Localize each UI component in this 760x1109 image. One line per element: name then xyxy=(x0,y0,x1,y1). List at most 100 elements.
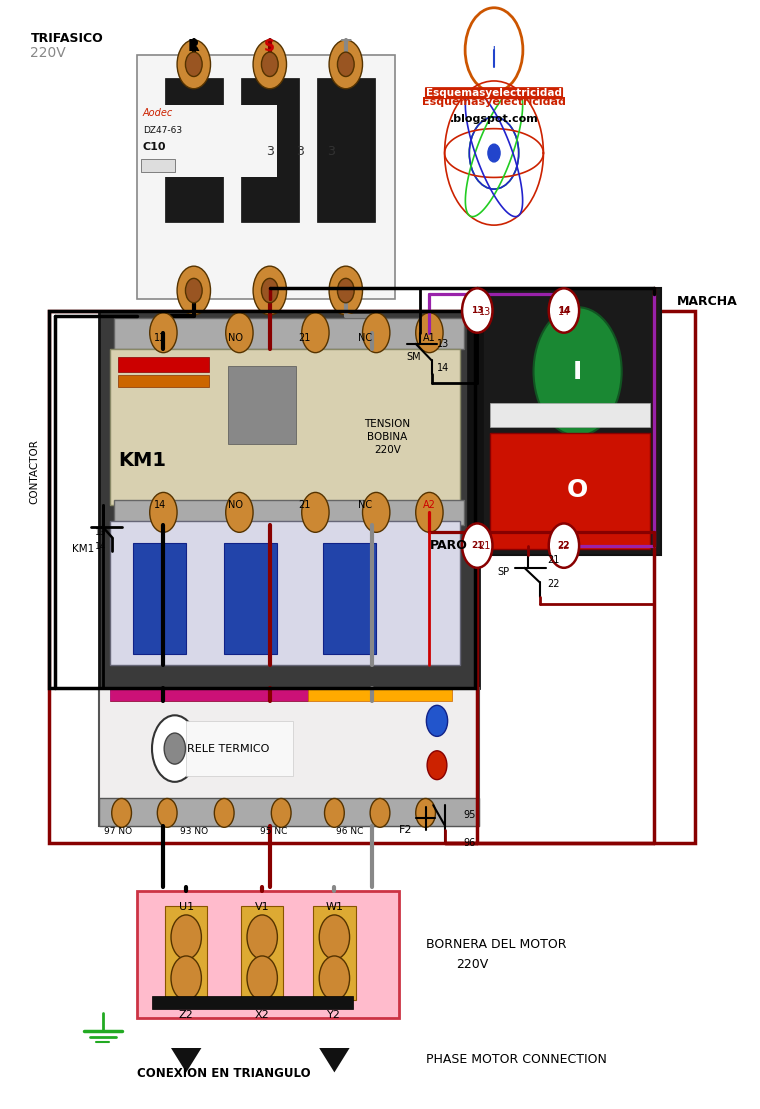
Text: 3: 3 xyxy=(327,145,334,159)
Text: Z2: Z2 xyxy=(179,1009,194,1020)
Text: U1: U1 xyxy=(179,902,194,913)
Text: TENSION: TENSION xyxy=(365,418,410,429)
Text: 21: 21 xyxy=(471,541,483,550)
Bar xyxy=(308,688,452,701)
Text: 21: 21 xyxy=(298,333,310,344)
Circle shape xyxy=(177,266,211,315)
Bar xyxy=(241,906,283,1000)
Bar xyxy=(467,322,483,532)
Text: SM: SM xyxy=(407,352,421,363)
Text: 96 NC: 96 NC xyxy=(336,827,363,836)
Circle shape xyxy=(253,266,287,315)
Bar xyxy=(141,105,277,177)
Text: PARO: PARO xyxy=(429,539,467,552)
Circle shape xyxy=(247,915,277,959)
Text: A2: A2 xyxy=(423,499,435,510)
Text: KM1: KM1 xyxy=(72,543,94,554)
Text: V1: V1 xyxy=(255,902,270,913)
Circle shape xyxy=(319,956,350,1000)
Text: 95: 95 xyxy=(464,810,476,821)
Text: 14: 14 xyxy=(558,306,570,315)
Text: O: O xyxy=(567,478,588,502)
Bar xyxy=(228,366,296,444)
Circle shape xyxy=(261,52,278,77)
Text: 21: 21 xyxy=(298,499,310,510)
Bar xyxy=(313,906,356,1000)
Circle shape xyxy=(370,798,390,827)
Circle shape xyxy=(325,798,344,827)
Text: DZ47-63: DZ47-63 xyxy=(143,126,182,135)
Circle shape xyxy=(534,307,622,436)
Bar xyxy=(49,311,695,843)
Circle shape xyxy=(271,798,291,827)
Text: 220V: 220V xyxy=(374,445,401,456)
Circle shape xyxy=(171,956,201,1000)
Circle shape xyxy=(462,288,492,333)
Polygon shape xyxy=(319,1048,350,1072)
Text: S: S xyxy=(264,39,275,54)
Circle shape xyxy=(302,492,329,532)
Text: .blogspot.com: .blogspot.com xyxy=(450,113,538,124)
Text: 13: 13 xyxy=(479,306,491,317)
Circle shape xyxy=(427,751,447,780)
Text: W1: W1 xyxy=(325,902,344,913)
Text: 14: 14 xyxy=(95,542,106,551)
Text: Esquemasyelectricidad: Esquemasyelectricidad xyxy=(426,88,562,99)
Bar xyxy=(490,433,650,549)
Circle shape xyxy=(549,523,579,568)
Text: SP: SP xyxy=(498,567,510,578)
Bar xyxy=(224,543,277,654)
Circle shape xyxy=(416,798,435,827)
Bar xyxy=(241,78,299,222)
Circle shape xyxy=(416,492,443,532)
Bar xyxy=(133,543,186,654)
Circle shape xyxy=(185,52,202,77)
Circle shape xyxy=(329,40,363,89)
Text: 22: 22 xyxy=(547,579,559,590)
Text: 220V: 220V xyxy=(30,47,66,60)
Polygon shape xyxy=(171,1048,201,1072)
Circle shape xyxy=(226,313,253,353)
Circle shape xyxy=(329,266,363,315)
Text: NC: NC xyxy=(358,499,372,510)
Text: A1: A1 xyxy=(423,333,435,344)
Text: NO: NO xyxy=(228,499,243,510)
Circle shape xyxy=(462,523,492,568)
Text: BOBINA: BOBINA xyxy=(368,431,407,442)
Circle shape xyxy=(112,798,131,827)
Circle shape xyxy=(302,313,329,353)
Text: 3: 3 xyxy=(296,145,304,159)
Bar xyxy=(479,288,661,554)
Text: 14: 14 xyxy=(558,306,570,317)
Text: 3: 3 xyxy=(266,145,274,159)
Bar xyxy=(114,318,464,349)
Text: CONEXION EN TRIANGULO: CONEXION EN TRIANGULO xyxy=(138,1067,311,1080)
Circle shape xyxy=(337,52,354,77)
Text: Y2: Y2 xyxy=(328,1009,341,1020)
Bar xyxy=(110,688,308,701)
Bar xyxy=(99,688,479,826)
Text: 21: 21 xyxy=(479,540,491,551)
Bar xyxy=(152,996,353,1009)
Circle shape xyxy=(416,313,443,353)
Circle shape xyxy=(549,288,579,333)
Circle shape xyxy=(488,144,500,162)
Text: BORNERA DEL MOTOR: BORNERA DEL MOTOR xyxy=(426,938,566,952)
Text: 96: 96 xyxy=(464,837,476,848)
Circle shape xyxy=(171,915,201,959)
Text: 220V: 220V xyxy=(456,958,488,971)
Circle shape xyxy=(150,313,177,353)
Circle shape xyxy=(226,492,253,532)
Text: 13: 13 xyxy=(437,338,449,349)
Text: 97 NO: 97 NO xyxy=(103,827,132,836)
Bar xyxy=(99,311,479,688)
Circle shape xyxy=(177,40,211,89)
Text: |: | xyxy=(492,45,496,61)
Text: F2: F2 xyxy=(399,824,413,835)
Circle shape xyxy=(214,798,234,827)
Bar xyxy=(490,403,650,427)
Text: 95 NC: 95 NC xyxy=(260,827,287,836)
Text: NC: NC xyxy=(358,333,372,344)
Circle shape xyxy=(337,278,354,303)
Text: 22: 22 xyxy=(558,541,570,550)
